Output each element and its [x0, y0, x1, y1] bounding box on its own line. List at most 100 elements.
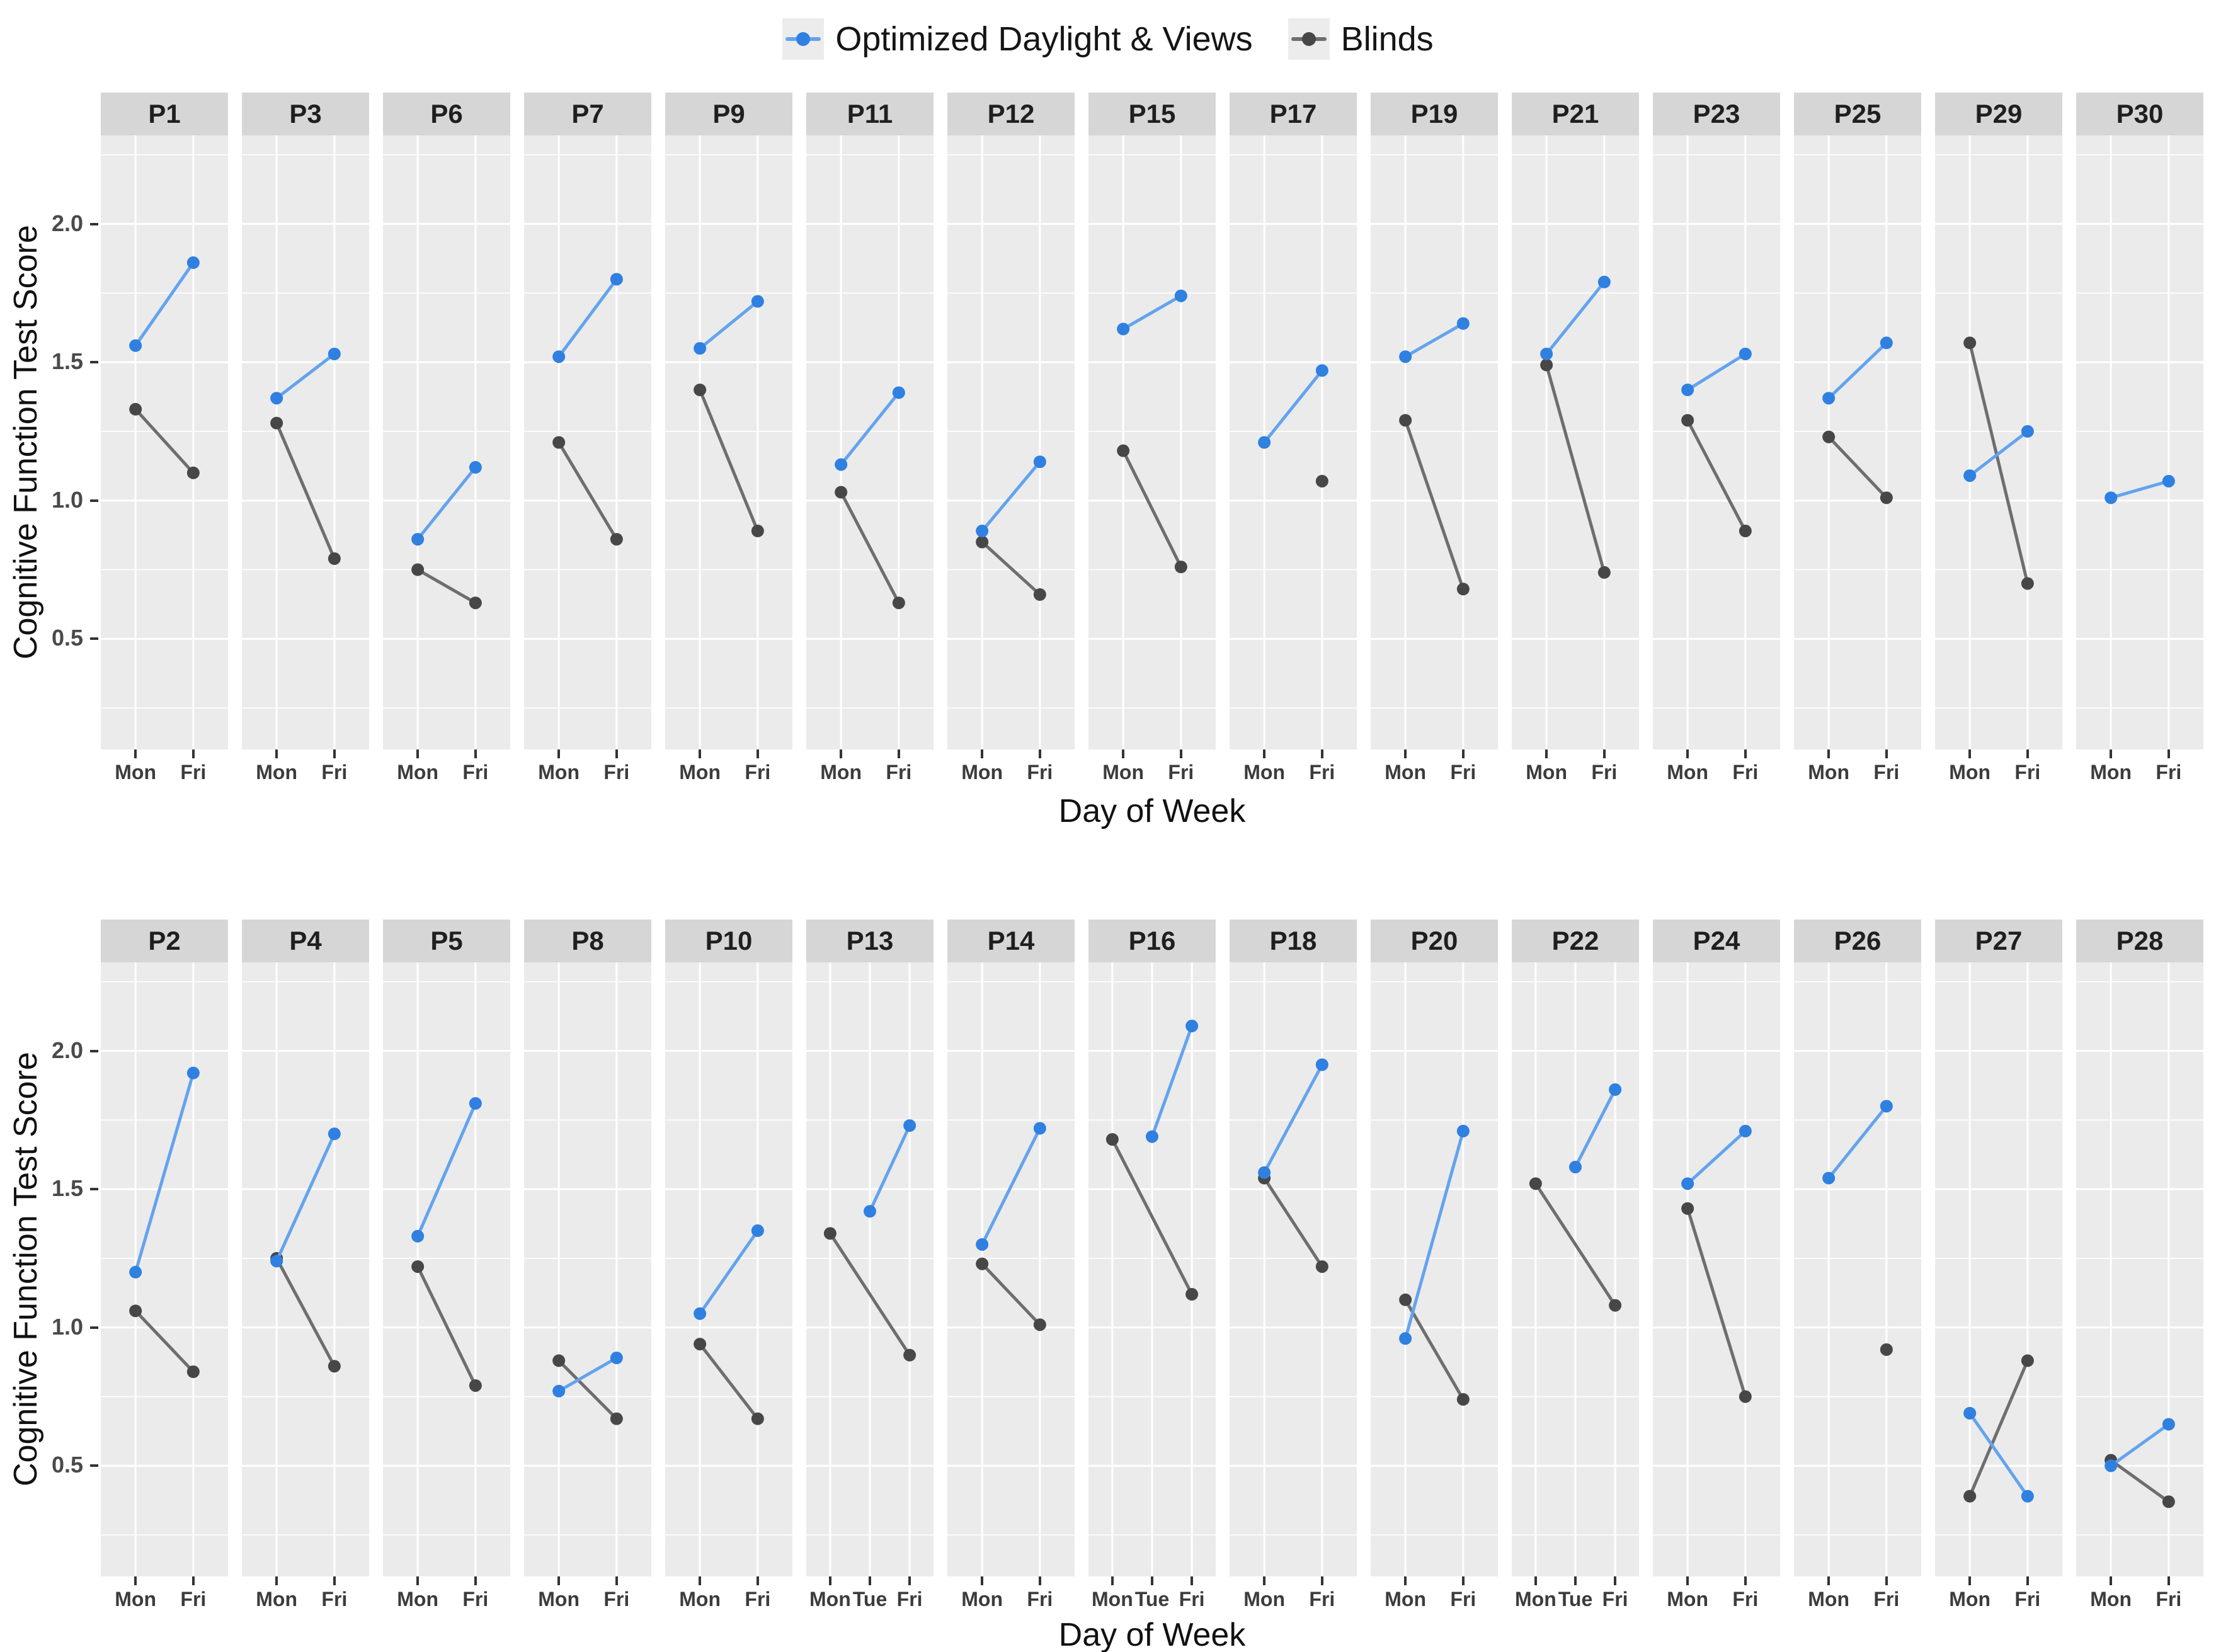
blinds-line: [557, 1359, 618, 1420]
facet-row-top: 0.5 1.0 1.5 2.0 P1 Mon Fri P3 Mon Fri P6 Mon Fri P7 Mo…: [0, 93, 2216, 792]
x-axis-labels: Mon Fri: [383, 749, 510, 790]
x-tick-label: Fri: [1602, 1588, 1628, 1610]
facet-panel: [1230, 962, 1357, 1576]
blinds-point: [1540, 358, 1553, 372]
x-axis-labels: Mon Fri: [242, 749, 369, 790]
facet-p22: P22 Mon Tue Fri: [1512, 920, 1639, 1617]
x-tick-mark: [1461, 749, 1465, 758]
optimized-line: [1263, 369, 1323, 444]
x-tick-label: Mon: [1102, 761, 1145, 783]
facet-panel: [1653, 962, 1780, 1576]
blinds-point: [1609, 1299, 1622, 1312]
x-axis-labels: Mon Fri: [1371, 749, 1498, 790]
optimized-line: [416, 1102, 477, 1237]
x-tick-mark: [2167, 1576, 2170, 1585]
blinds-line: [981, 540, 1041, 596]
blinds-point: [552, 436, 566, 449]
x-tick-label: Mon: [1515, 1588, 1556, 1610]
x-tick-mark: [699, 1576, 702, 1585]
blinds-point: [903, 1348, 917, 1362]
blinds-point: [835, 486, 848, 499]
x-axis-labels: Mon Fri: [1794, 1576, 1921, 1617]
optimized-line: [1404, 322, 1465, 358]
optimized-point: [1174, 289, 1187, 302]
blinds-point: [469, 596, 482, 610]
x-tick-mark: [1404, 749, 1407, 758]
blinds-point: [610, 533, 623, 546]
optimized-line: [1122, 294, 1182, 331]
y-tick-label: 2.0: [51, 210, 83, 236]
x-tick-label: Mon: [115, 1588, 157, 1610]
facet-strip-label: P28: [2076, 920, 2203, 962]
blinds-line: [1968, 1360, 2030, 1497]
x-tick-label: Fri: [745, 761, 771, 783]
x-tick-label: Mon: [538, 761, 580, 783]
optimized-point: [976, 1238, 989, 1251]
x-tick-mark: [981, 749, 984, 758]
blinds-point: [469, 1379, 482, 1392]
blinds-point: [1681, 414, 1694, 427]
x-axis-labels: Mon Fri: [101, 1576, 228, 1617]
optimized-point: [1117, 322, 1130, 336]
blinds-point: [892, 596, 905, 610]
facet-p24: P24 Mon Fri: [1653, 920, 1780, 1617]
y-tick-mark: [90, 222, 98, 225]
facet-strip-label: P11: [806, 93, 934, 135]
chart-legend: Optimized Daylight & Views Blinds: [0, 15, 2216, 63]
blinds-point: [1681, 1202, 1694, 1215]
x-tick-label: Fri: [745, 1588, 771, 1610]
x-tick-mark: [1038, 1576, 1041, 1585]
x-axis-labels: Mon Fri: [1653, 1576, 1780, 1617]
optimized-point: [1822, 392, 1836, 405]
facet-strip-label: P21: [1512, 93, 1639, 135]
blinds-point: [1597, 566, 1611, 579]
optimized-point: [2105, 1459, 2118, 1473]
optimized-line: [557, 278, 618, 358]
facet-panel: [1512, 135, 1639, 749]
x-tick-mark: [134, 1576, 137, 1585]
optimized-line: [1827, 341, 1888, 400]
optimized-line: [1545, 281, 1606, 355]
facet-p16: P16 Mon Tue Fri: [1088, 920, 1216, 1617]
x-axis-labels: Mon Fri: [101, 749, 228, 790]
optimized-point: [1609, 1083, 1622, 1097]
facet-panel: [524, 135, 651, 749]
facet-strip-label: P27: [1935, 920, 2062, 962]
optimized-point: [411, 533, 425, 546]
facet-p28: P28 Mon Fri: [2076, 920, 2203, 1617]
facet-strip-label: P15: [1088, 93, 1216, 135]
optimized-line: [2110, 479, 2169, 499]
blinds-line: [1403, 419, 1465, 590]
blinds-point: [1529, 1177, 1542, 1190]
facet-strip-label: P2: [101, 920, 228, 962]
facet-p23: P23 Mon Fri: [1653, 93, 1780, 790]
optimized-point: [610, 273, 623, 286]
x-tick-mark: [1111, 1576, 1114, 1585]
blinds-point: [186, 1365, 200, 1378]
x-axis-labels: Mon Fri: [1088, 749, 1216, 790]
facet-p2: P2 Mon Fri: [101, 920, 228, 1617]
facet-panel: [1653, 135, 1780, 749]
facet-panel: [383, 135, 510, 749]
blinds-point: [129, 402, 142, 416]
blinds-line: [1545, 364, 1606, 573]
legend-label-blinds: Blinds: [1340, 20, 1434, 58]
x-axis-labels: Mon Fri: [806, 749, 934, 790]
facet-panel: [806, 962, 934, 1576]
blinds-point: [751, 1412, 764, 1425]
blinds-line: [2110, 1459, 2170, 1503]
blinds-point: [1963, 336, 1977, 350]
x-axis-labels: Mon Fri: [1794, 749, 1921, 790]
facet-p11: P11 Mon Fri: [806, 93, 934, 790]
blinds-point: [1315, 1260, 1328, 1273]
x-tick-mark: [1179, 749, 1182, 758]
optimized-point: [2021, 424, 2034, 438]
optimized-point: [1146, 1130, 1158, 1143]
facet-strip-label: P26: [1794, 920, 1921, 962]
optimized-point: [1456, 1124, 1470, 1137]
blinds-point: [270, 416, 283, 430]
x-tick-label: Mon: [1526, 761, 1568, 783]
optimized-line: [1686, 1130, 1747, 1185]
x-axis-labels: Mon Fri: [1230, 749, 1357, 790]
facet-p18: P18 Mon Fri: [1230, 920, 1357, 1617]
